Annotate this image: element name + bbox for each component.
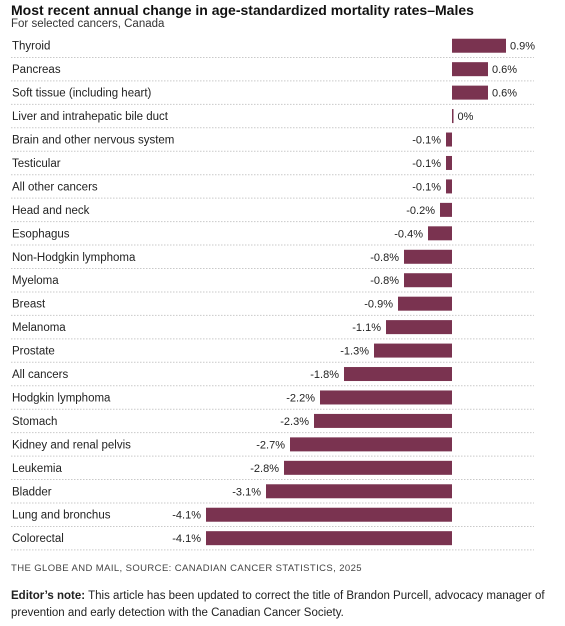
bar: [446, 132, 452, 147]
category-label: Non-Hodgkin lymphoma: [12, 252, 136, 264]
value-label: -0.1%: [412, 181, 441, 193]
value-label: -1.1%: [352, 322, 381, 334]
value-label: -1.8%: [310, 369, 339, 381]
value-label: -0.2%: [406, 205, 435, 217]
category-label: Liver and intrahepatic bile duct: [12, 111, 169, 123]
category-label: Hodgkin lymphoma: [12, 392, 111, 404]
value-label: -4.1%: [172, 533, 201, 545]
category-label: All other cancers: [12, 181, 98, 193]
category-label: Brain and other nervous system: [12, 135, 174, 147]
category-label: Myeloma: [12, 275, 59, 287]
category-label: Colorectal: [12, 533, 64, 545]
category-label: Thyroid: [12, 41, 50, 53]
value-label: -1.3%: [340, 346, 369, 358]
category-label: Kidney and renal pelvis: [12, 439, 131, 451]
value-label: -0.8%: [370, 275, 399, 287]
value-label: -2.8%: [250, 463, 279, 475]
bar: [440, 202, 452, 217]
editors-note: Editor’s note: This article has been upd…: [11, 588, 556, 622]
bar: [446, 179, 452, 194]
value-label: -0.4%: [394, 228, 423, 240]
bar: [404, 273, 452, 288]
bar: [344, 367, 452, 382]
value-label: 0.6%: [492, 88, 517, 100]
category-label: Esophagus: [12, 228, 70, 240]
category-label: All cancers: [12, 369, 68, 381]
category-label: Soft tissue (including heart): [12, 88, 152, 100]
value-label: -0.9%: [364, 299, 393, 311]
bar: [320, 390, 452, 405]
value-label: -3.1%: [232, 486, 261, 498]
bar: [446, 155, 452, 170]
category-label: Pancreas: [12, 64, 61, 76]
value-label: 0%: [458, 111, 474, 123]
value-label: -2.2%: [286, 392, 315, 404]
bar: [386, 320, 452, 335]
bar: [266, 484, 452, 499]
value-label: -0.8%: [370, 252, 399, 264]
value-label: -0.1%: [412, 135, 441, 147]
value-label: -2.7%: [256, 439, 285, 451]
bar: [206, 531, 452, 546]
bar-chart: Thyroid 0.9% Pancreas 0.6% Soft tissue (incl…: [11, 38, 535, 551]
category-label: Leukemia: [12, 463, 62, 475]
bar: [290, 437, 452, 452]
category-label: Stomach: [12, 416, 57, 428]
editors-note-text: This article has been updated to correct…: [11, 590, 545, 619]
bar: [452, 85, 488, 100]
category-label: Melanoma: [12, 322, 66, 334]
chart-title: Most recent annual change in age-standar…: [11, 2, 474, 18]
value-label: -4.1%: [172, 510, 201, 522]
source-credit: THE GLOBE AND MAIL, SOURCE: CANADIAN CAN…: [11, 563, 362, 574]
category-label: Testicular: [12, 158, 61, 170]
value-label: -0.1%: [412, 158, 441, 170]
bar: [428, 226, 452, 241]
category-label: Bladder: [12, 486, 52, 498]
bar: [452, 38, 506, 53]
chart-subtitle: For selected cancers, Canada: [11, 18, 165, 30]
bar: [452, 62, 488, 77]
category-label: Head and neck: [12, 205, 90, 217]
editors-note-label: Editor’s note:: [11, 590, 86, 602]
bar: [206, 507, 452, 522]
category-label: Breast: [12, 299, 46, 311]
bar: [452, 109, 454, 124]
category-label: Lung and bronchus: [12, 510, 111, 522]
value-label: 0.9%: [510, 41, 535, 53]
value-label: -2.3%: [280, 416, 309, 428]
value-label: 0.6%: [492, 64, 517, 76]
bar: [314, 413, 452, 428]
bar: [404, 249, 452, 264]
category-label: Prostate: [12, 346, 55, 358]
bar: [398, 296, 452, 311]
bar: [374, 343, 452, 358]
bar: [284, 460, 452, 475]
